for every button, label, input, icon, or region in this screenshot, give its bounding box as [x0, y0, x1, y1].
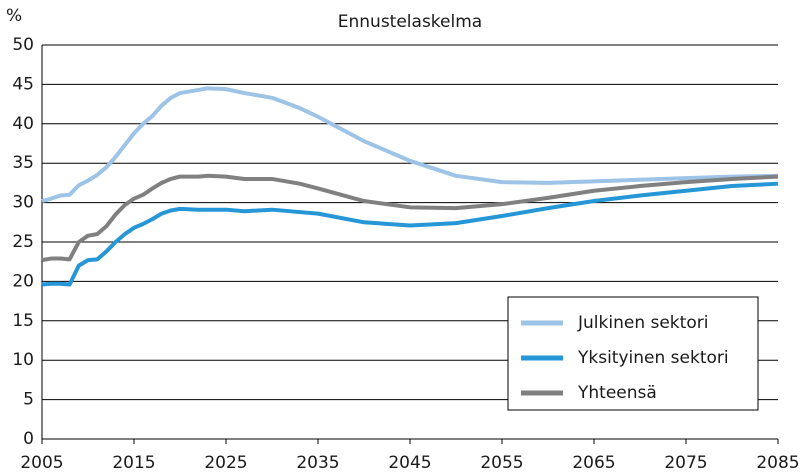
x-tick-label: 2055: [480, 453, 523, 473]
chart-title: Ennustelaskelma: [338, 12, 482, 32]
x-tick-label: 2065: [572, 453, 615, 473]
series-line: [41, 181, 779, 287]
x-tick-label: 2045: [388, 453, 431, 473]
y-axis-label: %: [6, 6, 22, 26]
x-tick-label: 2035: [296, 453, 339, 473]
x-tick-label: 2085: [756, 453, 799, 473]
y-tick-label: 5: [23, 390, 34, 410]
x-tick-label: 2025: [204, 453, 247, 473]
x-tick-label: 2075: [664, 453, 707, 473]
legend-label: Yhteensä: [577, 383, 657, 403]
y-tick-label: 10: [12, 350, 34, 370]
series-line: [41, 173, 779, 263]
y-tick-label: 0: [23, 429, 34, 449]
legend-label: Julkinen sektori: [577, 313, 708, 333]
y-tick-label: 20: [12, 271, 34, 291]
x-tick-label: 2005: [20, 453, 63, 473]
y-tick-label: 50: [12, 35, 34, 55]
y-tick-label: 35: [12, 153, 34, 173]
y-tick-label: 15: [12, 311, 34, 331]
y-tick-label: 45: [12, 74, 34, 94]
y-tick-label: 40: [12, 114, 34, 134]
x-tick-label: 2015: [112, 453, 155, 473]
y-tick-label: 25: [12, 232, 34, 252]
legend-label: Yksityinen sektori: [577, 348, 729, 368]
y-tick-label: 30: [12, 193, 34, 213]
series-line: [41, 86, 779, 203]
